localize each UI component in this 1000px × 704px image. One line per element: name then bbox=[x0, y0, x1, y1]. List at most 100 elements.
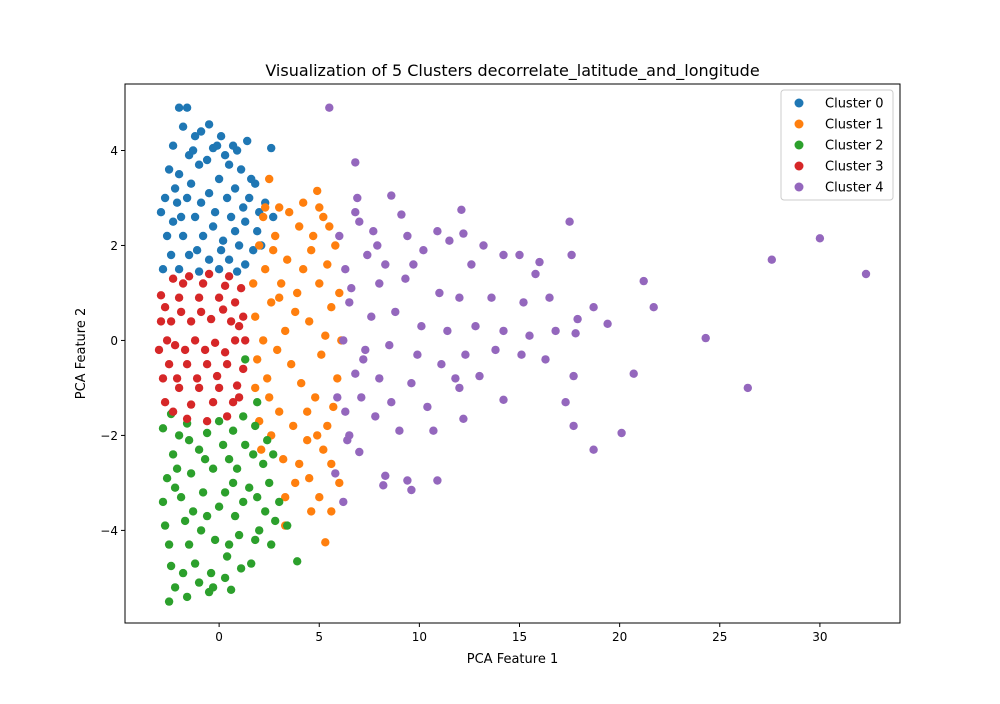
data-point bbox=[371, 412, 380, 421]
data-point bbox=[565, 217, 574, 226]
data-point bbox=[222, 360, 232, 369]
data-point bbox=[275, 497, 284, 507]
data-point bbox=[331, 469, 340, 478]
data-point bbox=[369, 227, 378, 236]
data-point bbox=[253, 355, 262, 364]
data-point bbox=[331, 241, 340, 250]
data-point bbox=[359, 355, 368, 364]
data-point bbox=[184, 436, 194, 445]
legend-marker bbox=[794, 98, 804, 108]
data-point bbox=[313, 186, 322, 196]
data-point bbox=[232, 381, 242, 390]
data-point bbox=[267, 298, 276, 307]
data-point bbox=[417, 322, 426, 331]
data-point bbox=[228, 426, 238, 435]
legend-item: Cluster 0 bbox=[794, 97, 884, 112]
legend-item: Cluster 1 bbox=[794, 118, 884, 133]
data-point bbox=[166, 561, 176, 571]
data-point bbox=[220, 573, 230, 583]
legend-marker bbox=[794, 119, 804, 129]
data-point bbox=[190, 212, 200, 222]
data-point bbox=[479, 241, 488, 250]
data-point bbox=[403, 231, 412, 241]
legend-label: Cluster 2 bbox=[825, 139, 884, 154]
legend-item: Cluster 4 bbox=[794, 181, 884, 196]
data-point bbox=[224, 255, 234, 264]
y-axis-ticks: −4 −2 0 2 4 bbox=[100, 144, 125, 538]
data-point bbox=[251, 535, 260, 545]
x-tick-label: 0 bbox=[215, 630, 223, 644]
data-point bbox=[379, 481, 388, 490]
data-point bbox=[202, 511, 212, 521]
data-point bbox=[289, 421, 298, 431]
data-point bbox=[222, 193, 232, 203]
data-point bbox=[297, 379, 306, 388]
data-point bbox=[168, 450, 178, 459]
data-point bbox=[243, 136, 252, 146]
y-axis-label: PCA Feature 2 bbox=[74, 308, 89, 399]
data-point bbox=[471, 322, 480, 331]
data-point bbox=[245, 193, 254, 203]
data-point bbox=[226, 212, 236, 222]
data-point bbox=[192, 246, 202, 255]
data-point bbox=[162, 474, 172, 483]
x-tick-label: 5 bbox=[315, 630, 323, 644]
data-point bbox=[170, 583, 180, 592]
data-point bbox=[170, 483, 180, 492]
data-point bbox=[182, 360, 192, 369]
data-point bbox=[174, 265, 184, 274]
data-point bbox=[317, 350, 326, 359]
data-point bbox=[224, 455, 234, 464]
data-point bbox=[206, 314, 216, 324]
data-point bbox=[499, 326, 508, 336]
data-point bbox=[269, 246, 278, 255]
data-point bbox=[519, 298, 528, 307]
data-point bbox=[499, 250, 508, 260]
data-point bbox=[413, 350, 422, 359]
data-point bbox=[176, 212, 186, 222]
data-point bbox=[457, 205, 466, 214]
data-point bbox=[341, 265, 350, 274]
legend-item: Cluster 3 bbox=[794, 160, 884, 175]
data-point bbox=[335, 231, 344, 241]
data-point bbox=[218, 236, 228, 245]
data-point bbox=[293, 557, 302, 566]
data-point bbox=[253, 398, 262, 407]
data-point bbox=[204, 189, 214, 198]
legend-label: Cluster 3 bbox=[825, 160, 884, 175]
data-point bbox=[295, 459, 304, 469]
data-point bbox=[230, 336, 240, 345]
data-point bbox=[329, 402, 338, 412]
data-point bbox=[253, 493, 262, 502]
legend-marker bbox=[794, 140, 804, 150]
data-point bbox=[241, 355, 250, 364]
data-point bbox=[315, 203, 324, 212]
data-point bbox=[357, 393, 366, 402]
data-point bbox=[375, 279, 384, 288]
data-point bbox=[295, 222, 304, 231]
data-point bbox=[263, 436, 272, 445]
data-point bbox=[186, 179, 196, 188]
data-point bbox=[228, 478, 238, 488]
data-point bbox=[251, 312, 260, 321]
data-point bbox=[353, 193, 362, 203]
y-tick-label: 0 bbox=[110, 334, 118, 348]
data-point bbox=[156, 317, 166, 326]
data-point bbox=[541, 355, 550, 364]
data-point bbox=[224, 160, 234, 169]
data-point bbox=[303, 407, 312, 416]
data-point bbox=[265, 174, 274, 184]
data-point bbox=[397, 210, 406, 219]
data-point bbox=[333, 393, 342, 402]
data-point bbox=[387, 398, 396, 407]
data-point bbox=[208, 583, 218, 592]
data-point bbox=[327, 459, 336, 469]
data-point bbox=[261, 507, 270, 516]
x-tick-label: 15 bbox=[512, 630, 527, 644]
data-point bbox=[206, 568, 216, 578]
data-point bbox=[275, 203, 284, 212]
data-point bbox=[214, 383, 224, 393]
data-point bbox=[381, 260, 390, 269]
